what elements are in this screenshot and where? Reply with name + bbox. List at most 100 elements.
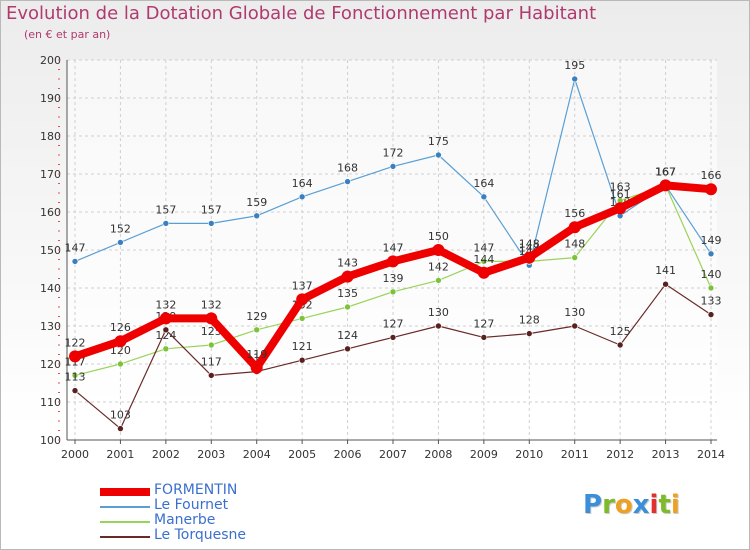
data-point-formentin [114, 335, 127, 348]
data-point-le-torquesne [344, 345, 351, 353]
data-label-manerbe: 135 [337, 287, 358, 300]
data-point-le-torquesne [525, 330, 533, 337]
data-label-le-torquesne: 125 [610, 325, 631, 338]
data-label-le-torquesne: 128 [519, 314, 540, 327]
data-label-le-torquesne: 103 [110, 409, 131, 422]
x-tick-label: 2000 [61, 448, 89, 461]
data-point-le-torquesne [662, 280, 669, 288]
logo-letter: i [670, 490, 680, 520]
logo-letter: t [658, 490, 671, 520]
x-tick-label: 2009 [470, 448, 498, 461]
x-tick-label: 2005 [288, 448, 316, 461]
data-point-formentin [250, 361, 263, 374]
x-tick-label: 2002 [152, 448, 180, 461]
data-point-formentin [568, 221, 581, 234]
y-tick-label: 200 [40, 54, 61, 67]
x-tick-label: 2008 [424, 448, 452, 461]
legend-label-formentin: FORMENTIN [154, 482, 238, 498]
data-point-manerbe [71, 372, 79, 379]
data-label-le-fournet: 147 [65, 241, 86, 254]
data-point-le-torquesne [707, 311, 715, 318]
data-label-formentin: 166 [701, 169, 722, 182]
data-label-le-torquesne: 124 [337, 329, 358, 342]
data-label-le-torquesne: 130 [564, 306, 585, 319]
data-label-formentin: 147 [383, 241, 404, 254]
data-label-le-fournet: 159 [246, 196, 267, 209]
data-point-le-fournet [571, 75, 579, 83]
proxiti-logo: Proxiti [583, 490, 680, 520]
logo-letter: x [632, 490, 650, 520]
data-point-le-fournet [707, 250, 715, 258]
data-label-le-torquesne: 130 [428, 306, 449, 319]
data-point-formentin [614, 202, 627, 215]
data-label-formentin: 122 [65, 336, 86, 349]
logo-letter: P [583, 490, 603, 520]
data-point-le-torquesne [480, 334, 488, 341]
data-label-le-torquesne: 127 [473, 317, 494, 330]
data-label-le-fournet: 195 [564, 59, 585, 72]
x-tick-label: 2006 [334, 448, 362, 461]
y-tick-label: 100 [40, 434, 61, 447]
x-tick-label: 2012 [606, 448, 634, 461]
data-label-manerbe: 163 [610, 181, 631, 194]
logo-letter: r [602, 490, 615, 520]
data-label-le-torquesne: 127 [383, 317, 404, 330]
data-point-le-fournet [298, 193, 306, 201]
legend-swatch-le-torquesne [100, 536, 150, 538]
y-tick-label: 180 [40, 130, 61, 143]
y-tick-label: 190 [40, 92, 61, 105]
data-label-manerbe: 142 [428, 260, 449, 273]
data-label-le-torquesne: 133 [701, 295, 722, 308]
data-label-manerbe: 129 [246, 310, 267, 323]
data-label-le-torquesne: 121 [292, 340, 313, 353]
data-point-formentin [387, 255, 399, 268]
legend-label-le-torquesne: Le Torquesne [154, 527, 247, 543]
data-point-le-torquesne [389, 334, 397, 341]
y-tick-label: 130 [40, 320, 61, 333]
data-label-le-fournet: 157 [201, 203, 222, 216]
data-label-le-torquesne: 117 [201, 355, 222, 368]
x-tick-label: 2011 [561, 448, 589, 461]
data-label-le-fournet: 167 [655, 165, 676, 178]
x-tick-label: 2007 [379, 448, 407, 461]
data-point-manerbe [253, 326, 261, 334]
data-point-formentin [432, 244, 445, 256]
x-tick-label: 2001 [106, 448, 134, 461]
y-tick-label: 150 [40, 244, 61, 257]
data-label-formentin: 137 [292, 279, 313, 292]
data-point-manerbe [480, 258, 488, 265]
data-label-formentin: 148 [519, 238, 540, 251]
data-point-le-fournet [389, 163, 397, 170]
data-point-manerbe [162, 345, 170, 353]
x-tick-label: 2003 [197, 448, 225, 461]
data-point-le-fournet [207, 220, 215, 227]
data-label-le-fournet: 164 [292, 177, 313, 190]
data-label-formentin: 126 [110, 321, 131, 334]
data-point-manerbe [344, 303, 351, 311]
y-tick-label: 110 [40, 396, 61, 409]
x-tick-label: 2010 [515, 448, 543, 461]
data-point-manerbe [707, 284, 715, 292]
data-point-formentin [205, 312, 218, 325]
data-point-le-fournet [435, 151, 442, 159]
data-label-manerbe: 139 [383, 272, 404, 285]
data-label-formentin: 156 [564, 207, 585, 220]
data-label-manerbe: 147 [473, 241, 494, 254]
data-point-le-torquesne [71, 387, 79, 394]
legend-label-le-fournet: Le Fournet [154, 497, 229, 513]
data-label-le-torquesne: 141 [655, 264, 676, 277]
data-point-le-torquesne [571, 322, 579, 330]
data-label-le-fournet: 172 [383, 146, 404, 159]
data-point-formentin [705, 183, 717, 196]
x-tick-label: 2013 [652, 448, 680, 461]
data-point-manerbe [298, 315, 306, 322]
data-label-le-fournet: 149 [701, 234, 722, 247]
data-label-formentin: 143 [337, 257, 358, 270]
data-label-manerbe: 140 [701, 268, 722, 281]
data-point-manerbe [117, 360, 124, 368]
data-label-le-fournet: 175 [428, 135, 449, 148]
data-point-le-fournet [344, 178, 351, 185]
legend-swatch-manerbe [100, 521, 150, 523]
chart-subtitle: (en € et par an) [24, 28, 111, 41]
